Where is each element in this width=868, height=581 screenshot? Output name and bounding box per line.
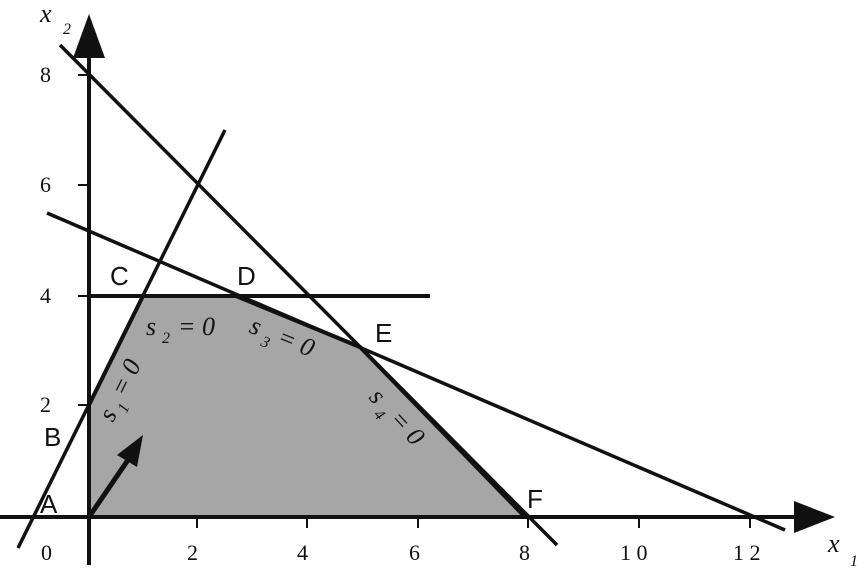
constraint-line-s3 <box>46 211 786 532</box>
x-tick-0: 0 <box>41 540 52 565</box>
y-axis-label: x <box>39 0 52 28</box>
point-label-e: E <box>375 318 392 348</box>
constraint-line-s4 <box>58 43 559 547</box>
point-label-a: A <box>40 489 58 519</box>
x-tick-12: 1 2 <box>733 540 761 565</box>
label-s2-symbol: s <box>146 312 156 341</box>
label-s2-sub: 2 <box>162 330 170 347</box>
direction-arrow <box>86 455 133 519</box>
x-tick-10: 1 0 <box>620 540 648 565</box>
y-tick-2: 2 <box>40 392 51 417</box>
point-label-b: B <box>44 422 61 452</box>
point-label-d: D <box>237 261 256 291</box>
x-axis-label: x <box>827 529 840 558</box>
y-axis-subscript: 2 <box>63 21 71 38</box>
tick-marks <box>78 74 751 528</box>
x-tick-6: 6 <box>409 540 420 565</box>
x-tick-4: 4 <box>297 540 308 565</box>
label-s2: s 2 = 0 <box>146 312 215 347</box>
x-axis-subscript: 1 <box>850 553 858 570</box>
y-tick-4: 4 <box>40 283 51 308</box>
x-tick-8: 8 <box>519 540 530 565</box>
direction-arrowhead <box>117 435 143 467</box>
x-axis-arrowhead <box>794 501 835 533</box>
region-boundary <box>87 294 527 519</box>
x-tick-2: 2 <box>187 540 198 565</box>
y-tick-6: 6 <box>40 172 51 197</box>
y-axis-arrowhead <box>73 14 105 58</box>
point-label-f: F <box>527 484 543 514</box>
point-label-c: C <box>110 261 129 291</box>
label-s2-eq: = 0 <box>178 312 215 341</box>
feasible-region <box>89 296 525 517</box>
y-tick-8: 8 <box>40 62 51 87</box>
